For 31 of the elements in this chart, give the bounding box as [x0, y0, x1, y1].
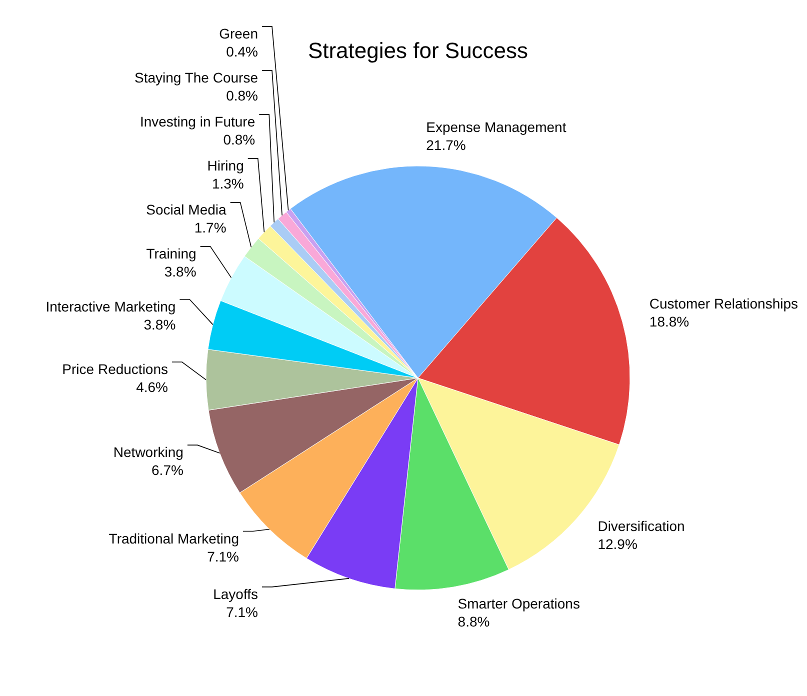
slice-label: Smarter Operations: [458, 596, 580, 612]
slice-label: Hiring: [207, 157, 244, 174]
data-label: 8.8%: [458, 614, 490, 630]
slice-label: Social Media: [146, 201, 227, 218]
slice-label: Expense Management: [426, 119, 566, 136]
slice-label: Traditional Marketing: [108, 530, 240, 546]
slice-label: Training: [146, 245, 196, 262]
data-label: 0.8%: [223, 131, 256, 148]
slice-label: Interactive Marketing: [46, 298, 176, 315]
data-label: 18.8%: [649, 313, 690, 330]
data-label: 0.4%: [226, 43, 258, 60]
slice-label: Investing in Future: [140, 113, 256, 130]
slice-label: Diversification: [598, 518, 685, 534]
slice-label: Staying The Course: [134, 69, 258, 86]
data-label: 3.8%: [144, 316, 176, 333]
data-label: 6.7%: [152, 462, 184, 478]
chart-title: Strategies for Success: [308, 38, 528, 63]
data-label: 12.9%: [598, 536, 638, 552]
slice-label: Layoffs: [213, 586, 258, 602]
data-label: 7.1%: [207, 548, 240, 564]
data-label: 1.7%: [194, 219, 226, 236]
slice-label: Green: [219, 25, 258, 42]
data-label: 3.8%: [164, 263, 196, 280]
data-label: 21.7%: [426, 137, 466, 154]
data-label: 0.8%: [226, 87, 258, 104]
slice-label: Price Reductions: [62, 361, 168, 378]
data-label: 1.3%: [212, 175, 244, 192]
data-label: 4.6%: [136, 379, 168, 396]
slice-label: Networking: [113, 444, 184, 460]
slice-label: Customer Relationships: [649, 295, 798, 312]
data-label: 7.1%: [226, 604, 258, 620]
